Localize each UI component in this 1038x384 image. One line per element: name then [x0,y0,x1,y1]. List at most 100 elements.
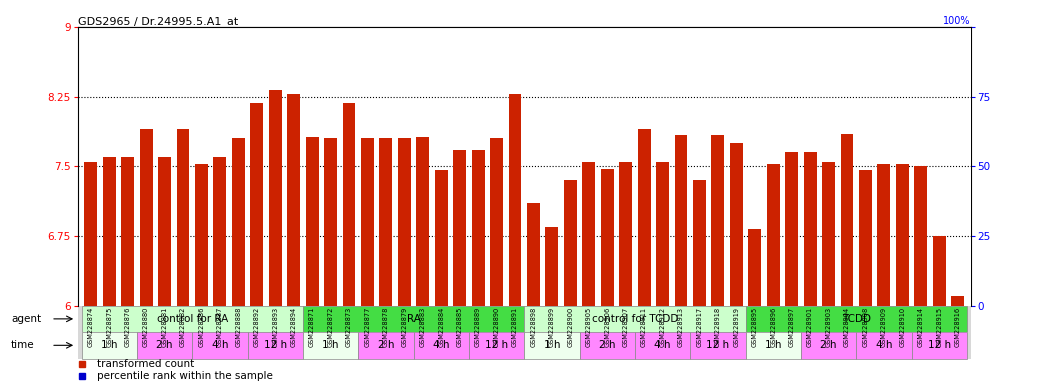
Bar [435,170,447,306]
Bar [693,180,706,306]
Point [359,79,376,86]
Point [746,102,763,108]
Point [544,121,561,127]
Point [820,85,837,91]
Bar [601,169,613,306]
Bar [803,152,817,306]
Bar [711,135,725,306]
Bar [524,306,745,332]
Bar [675,135,687,306]
Text: 12 h: 12 h [706,340,730,350]
Text: 2 h: 2 h [378,340,394,350]
Point [82,71,99,77]
Bar [471,149,485,306]
Bar [896,164,908,306]
Text: 1 h: 1 h [765,340,782,350]
Bar [656,162,668,306]
Bar [785,152,798,306]
Point [875,99,892,105]
Point [784,79,800,86]
Point [101,71,117,77]
Point [599,102,616,108]
Bar [269,90,281,306]
Bar [288,94,300,306]
Bar [822,162,835,306]
Point [248,71,265,77]
Bar [195,164,208,306]
Bar [103,157,115,306]
Point [157,79,173,86]
Text: RA: RA [407,314,420,324]
Bar [914,166,927,306]
Bar [305,137,319,306]
Text: control for RA: control for RA [157,314,227,324]
Bar [469,332,524,359]
Point [433,79,449,86]
Bar [454,149,466,306]
Bar [527,204,540,306]
Text: 1 h: 1 h [101,340,117,350]
Bar [911,332,966,359]
Point [304,79,321,86]
Bar [176,129,189,306]
Text: 1 h: 1 h [322,340,338,350]
Text: 100%: 100% [944,17,971,26]
Bar [801,332,856,359]
Bar [933,236,946,306]
Bar [324,138,337,306]
Bar [358,332,413,359]
Point [452,79,468,86]
Bar [545,227,558,306]
Bar [398,138,411,306]
Point [618,91,634,97]
Bar [856,332,911,359]
Bar [343,103,355,306]
Bar [158,157,171,306]
Point [138,71,155,77]
Text: 4 h: 4 h [433,340,449,350]
Bar [361,138,374,306]
Point [654,91,671,97]
Bar [620,162,632,306]
Bar [140,129,153,306]
Bar [192,332,247,359]
Bar [380,138,392,306]
Point [267,71,283,77]
Point [710,74,727,80]
Point [839,74,855,80]
Point [119,79,136,86]
Bar [490,138,503,306]
Text: 4 h: 4 h [876,340,892,350]
Point [931,121,948,127]
Bar [509,94,521,306]
Point [801,79,818,86]
Point [230,71,247,77]
Point [894,108,910,114]
Bar [767,164,780,306]
Bar [82,306,303,332]
Bar [745,306,966,332]
Bar [84,162,98,306]
Bar [582,162,595,306]
Bar [247,332,303,359]
Bar [137,332,192,359]
Bar [303,306,524,332]
Bar [416,137,429,306]
Bar [951,296,964,306]
Text: 2 h: 2 h [599,340,616,350]
Point [673,74,689,80]
Bar [858,170,872,306]
Point [212,71,228,77]
Bar [231,138,245,306]
Bar [690,332,745,359]
Point [912,116,929,122]
Point [414,79,431,86]
Point [470,79,487,86]
Bar [413,332,469,359]
Point [174,71,191,77]
Point [765,88,782,94]
Point [507,74,523,80]
Text: 4 h: 4 h [212,340,228,350]
Bar [82,332,137,359]
Point [857,91,874,97]
